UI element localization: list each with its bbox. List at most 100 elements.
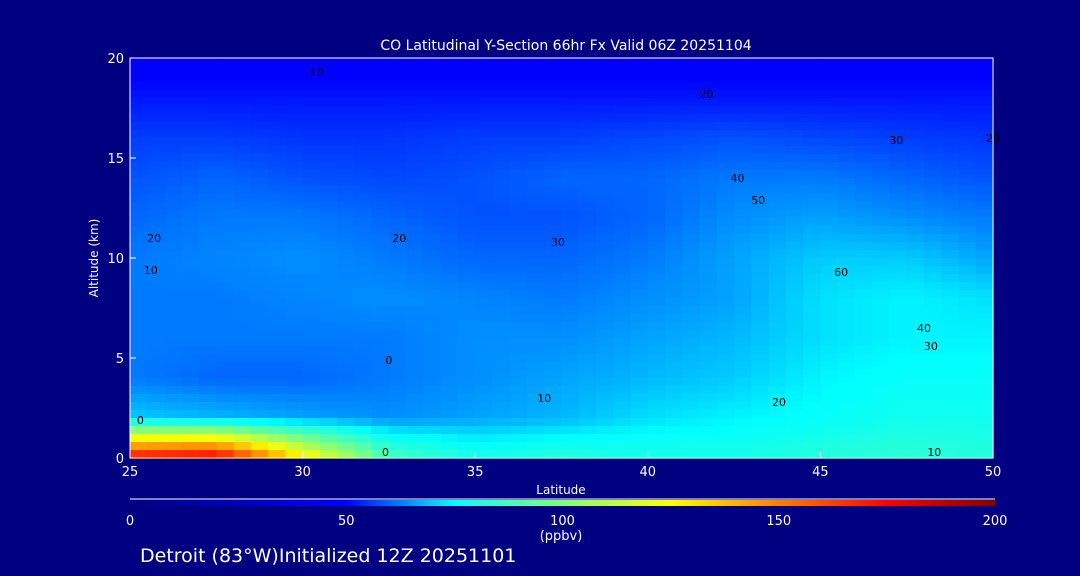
heatmap-cell <box>199 290 217 299</box>
heatmap-cell <box>768 426 787 435</box>
heatmap-cell <box>647 314 666 323</box>
heatmap-cell <box>837 242 856 251</box>
heatmap-cell <box>388 258 407 267</box>
heatmap-cell <box>440 138 459 147</box>
heatmap-cell <box>803 66 821 75</box>
heatmap-cell <box>941 346 960 355</box>
heatmap-cell <box>682 426 701 435</box>
heatmap-cell <box>492 418 511 427</box>
heatmap-cell <box>302 266 321 275</box>
heatmap-cell <box>423 370 442 379</box>
heatmap-cell <box>302 114 321 123</box>
heatmap-cell <box>509 290 528 299</box>
heatmap-cell <box>906 130 925 139</box>
heatmap-cell <box>457 442 476 451</box>
heatmap-cell <box>647 74 666 83</box>
heatmap-cell <box>181 394 200 403</box>
heatmap-cell <box>233 138 252 147</box>
heatmap-cell <box>958 74 977 83</box>
heatmap-cell <box>647 402 666 411</box>
heatmap-cell <box>354 74 373 83</box>
heatmap-cell <box>716 330 735 339</box>
heatmap-cell <box>285 210 304 219</box>
heatmap-cell <box>837 178 856 187</box>
heatmap-cell <box>837 298 856 307</box>
heatmap-cell <box>785 338 804 347</box>
heatmap-cell <box>613 170 632 179</box>
heatmap-cell <box>544 58 563 67</box>
heatmap-cell <box>509 146 528 155</box>
heatmap-cell <box>250 314 269 323</box>
heatmap-cell <box>492 306 511 315</box>
heatmap-cell <box>837 90 856 99</box>
heatmap-cell <box>906 170 925 179</box>
heatmap-cell <box>889 162 908 171</box>
heatmap-cell <box>354 426 373 435</box>
heatmap-cell <box>216 82 235 91</box>
heatmap-cell <box>130 394 148 403</box>
heatmap-cell <box>544 266 563 275</box>
heatmap-cell <box>388 234 407 243</box>
heatmap-cell <box>613 386 632 395</box>
heatmap-cell <box>906 306 925 315</box>
heatmap-cell <box>613 394 632 403</box>
heatmap-cell <box>803 90 821 99</box>
heatmap-cell <box>785 306 804 315</box>
heatmap-cell <box>613 202 632 211</box>
heatmap-cell <box>872 330 891 339</box>
heatmap-cell <box>147 226 166 235</box>
heatmap-cell <box>509 274 528 283</box>
heatmap-cell <box>630 370 649 379</box>
heatmap-cell <box>751 202 770 211</box>
heatmap-cell <box>941 146 960 155</box>
heatmap-cell <box>923 322 942 331</box>
heatmap-cell <box>440 186 459 195</box>
heatmap-cell <box>596 114 614 123</box>
heatmap-cell <box>233 154 252 163</box>
heatmap-cell <box>837 114 856 123</box>
heatmap-cell <box>872 226 891 235</box>
heatmap-cell <box>716 362 735 371</box>
heatmap-cell <box>406 266 425 275</box>
heatmap-cell <box>319 314 338 323</box>
heatmap-cell <box>544 346 563 355</box>
heatmap-cell <box>906 210 925 219</box>
heatmap-cell <box>872 434 891 443</box>
heatmap-cell <box>889 98 908 107</box>
heatmap-cell <box>975 130 994 139</box>
heatmap-cell <box>406 290 425 299</box>
heatmap-cell <box>596 394 614 403</box>
heatmap-cell <box>406 402 425 411</box>
heatmap-cell <box>975 74 994 83</box>
heatmap-cell <box>716 114 735 123</box>
heatmap-cell <box>526 130 545 139</box>
heatmap-cell <box>457 66 476 75</box>
heatmap-cell <box>923 162 942 171</box>
heatmap-cell <box>337 170 355 179</box>
heatmap-cell <box>337 314 355 323</box>
heatmap-cell <box>854 74 873 83</box>
heatmap-cell <box>854 362 873 371</box>
heatmap-cell <box>319 130 338 139</box>
heatmap-cell <box>975 282 994 291</box>
heatmap-cell <box>457 114 476 123</box>
heatmap-cell <box>526 290 545 299</box>
heatmap-cell <box>130 58 148 67</box>
heatmap-cell <box>820 362 839 371</box>
heatmap-cell <box>164 402 183 411</box>
heatmap-cell <box>958 258 977 267</box>
heatmap-cell <box>147 250 166 259</box>
heatmap-cell <box>923 82 942 91</box>
heatmap-cell <box>872 258 891 267</box>
heatmap-cell <box>354 434 373 443</box>
heatmap-cell <box>354 402 373 411</box>
heatmap-cell <box>440 266 459 275</box>
heatmap-cell <box>768 106 787 115</box>
heatmap-cell <box>941 290 960 299</box>
heatmap-cell <box>544 370 563 379</box>
heatmap-cell <box>130 410 148 419</box>
heatmap-cell <box>354 98 373 107</box>
heatmap-cell <box>492 66 511 75</box>
heatmap-cell <box>716 194 735 203</box>
heatmap-cell <box>751 210 770 219</box>
